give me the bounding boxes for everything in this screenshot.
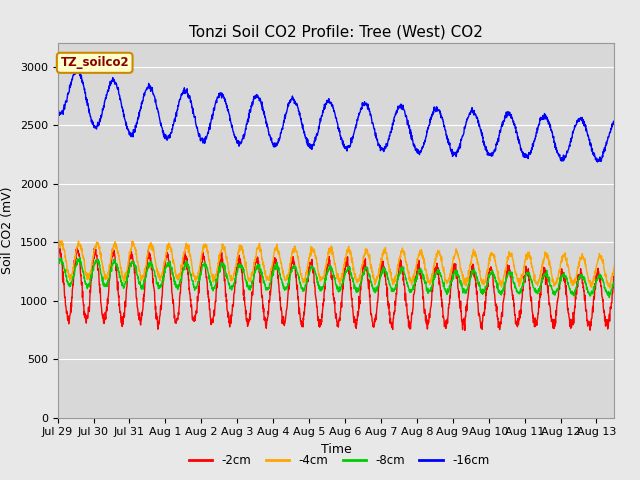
X-axis label: Time: Time xyxy=(321,443,351,456)
Title: Tonzi Soil CO2 Profile: Tree (West) CO2: Tonzi Soil CO2 Profile: Tree (West) CO2 xyxy=(189,24,483,39)
Text: TZ_soilco2: TZ_soilco2 xyxy=(60,56,129,69)
Y-axis label: Soil CO2 (mV): Soil CO2 (mV) xyxy=(1,187,14,274)
Legend: -2cm, -4cm, -8cm, -16cm: -2cm, -4cm, -8cm, -16cm xyxy=(184,449,495,472)
